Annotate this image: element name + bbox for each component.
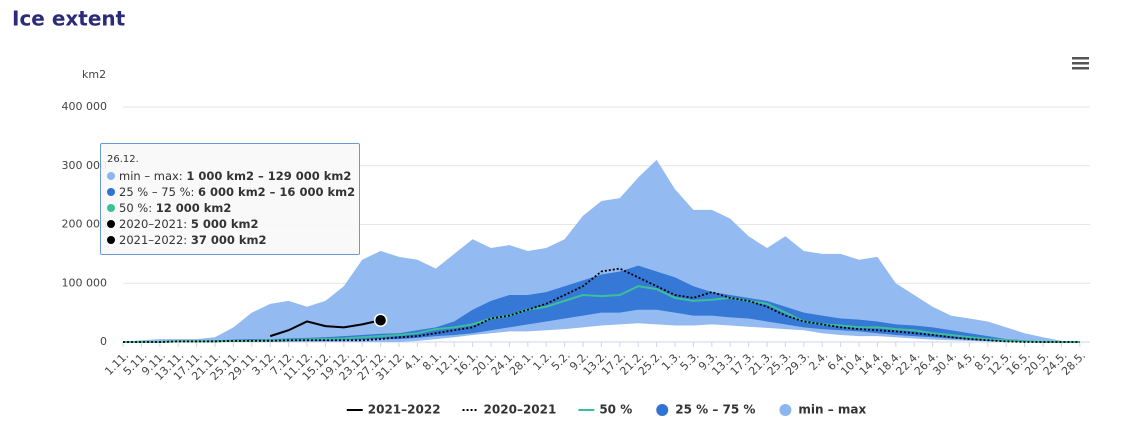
tooltip-dot	[107, 188, 115, 196]
tooltip-dot	[107, 172, 115, 180]
y-tick-label: 200 000	[62, 218, 108, 231]
tooltip-row: 2020–2021: 5 000 km2	[107, 216, 359, 232]
y-tick-label: 400 000	[62, 100, 108, 113]
area-range	[123, 159, 1080, 342]
legend-label: 25 % – 75 %	[675, 403, 755, 417]
tooltip-value: 1 000 km2 – 129 000 km2	[186, 169, 352, 183]
tooltip-label: 25 % – 75 %:	[119, 185, 199, 199]
chart-title: Ice extent	[12, 7, 126, 31]
line	[123, 285, 1080, 343]
hover-marker	[373, 313, 388, 328]
legend-label: 2020–2021	[484, 403, 557, 417]
tooltip-row: min – max: 1 000 km2 – 129 000 km2	[107, 168, 359, 184]
legend: 2021–2022 2020–2021 50 % 25 % – 75 % min – m…	[346, 403, 867, 417]
y-tick-label: 0	[100, 335, 107, 348]
tooltip-date: 26.12.	[107, 154, 139, 165]
legend-item[interactable]: 50 %	[578, 403, 632, 417]
tooltip-label: 50 %:	[119, 201, 156, 215]
tooltip: 26.12. min – max: 1 000 km2 – 129 000 km…	[100, 143, 360, 255]
tooltip-value: 12 000 km2	[155, 201, 232, 215]
line	[123, 267, 1080, 343]
line	[269, 319, 381, 338]
legend-label: 50 %	[599, 403, 632, 417]
tooltip-value: 5 000 km2	[190, 217, 259, 231]
legend-item[interactable]: 2020–2021	[462, 403, 557, 417]
y-axis-title: km2	[82, 68, 106, 81]
tooltip-dot	[107, 236, 115, 244]
legend-symbol	[779, 404, 792, 416]
legend-item[interactable]: min – max	[779, 403, 867, 417]
legend-symbol	[656, 404, 669, 416]
menu-icon[interactable]	[1072, 57, 1089, 70]
legend-label: min – max	[798, 403, 866, 417]
tooltip-dot	[107, 204, 115, 212]
area-range	[123, 265, 1080, 342]
tooltip-row: 2021–2022: 37 000 km2	[107, 232, 359, 248]
legend-item[interactable]: 25 % – 75 %	[656, 403, 755, 417]
tooltip-value: 37 000 km2	[190, 233, 267, 247]
tooltip-row: 50 %: 12 000 km2	[107, 200, 359, 216]
legend-item[interactable]: 2021–2022	[346, 403, 441, 417]
tooltip-dot	[107, 220, 115, 228]
y-tick-label: 300 000	[62, 159, 108, 172]
tooltip-label: min – max:	[119, 169, 187, 183]
tooltip-value: 6 000 km2 – 16 000 km2	[198, 185, 356, 199]
y-tick-label: 100 000	[62, 276, 108, 289]
tooltip-label: 2020–2021:	[119, 217, 191, 231]
tooltip-row: 25 % – 75 %: 6 000 km2 – 16 000 km2	[107, 184, 359, 200]
legend-label: 2021–2022	[368, 403, 441, 417]
tooltip-label: 2021–2022:	[119, 233, 191, 247]
